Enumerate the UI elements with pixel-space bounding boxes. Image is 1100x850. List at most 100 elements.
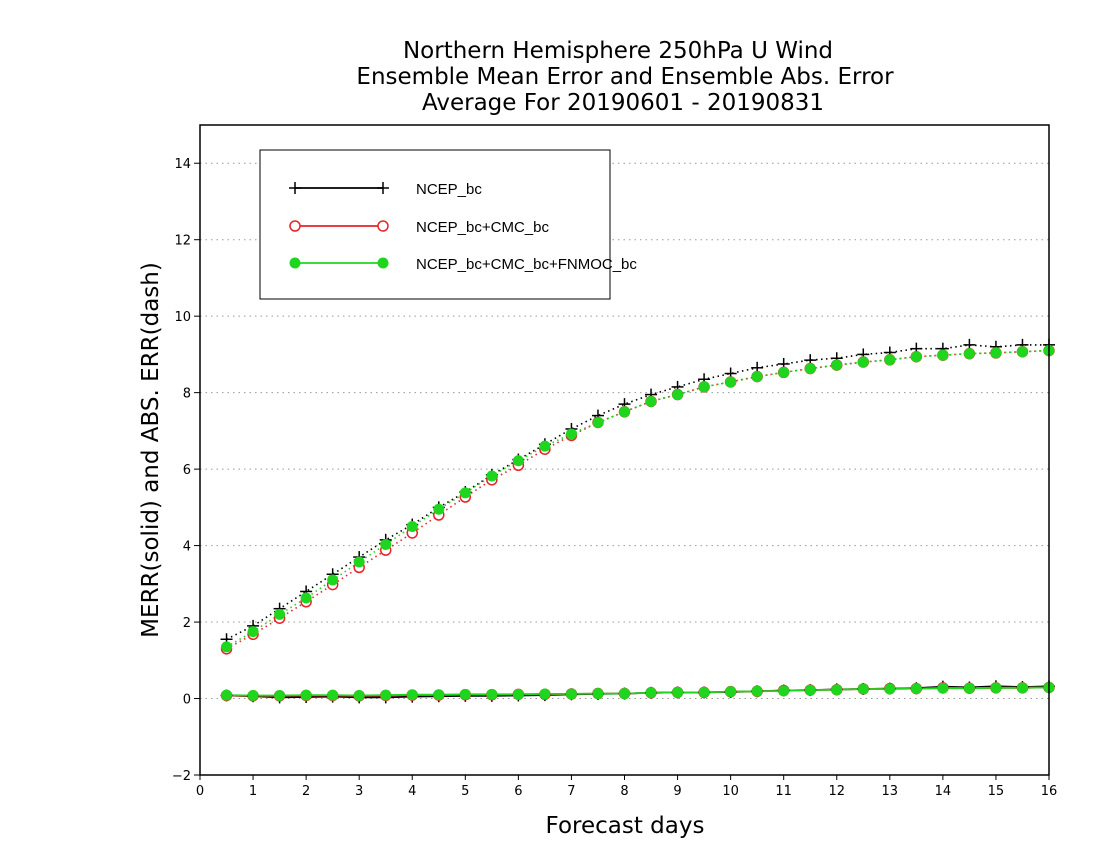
chart-title-line-2: Ensemble Mean Error and Ensemble Abs. Er… [356,64,894,90]
data-point-filled-circle [619,688,630,700]
y-tick-label: 10 [174,310,191,325]
data-point-filled-circle [963,682,975,694]
data-point-filled-circle [380,538,392,550]
data-point-filled-circle [751,685,763,697]
x-tick-label: 1 [249,784,257,799]
data-point-filled-circle [645,687,657,699]
data-point-filled-circle [433,503,445,515]
series-markers-0 [220,338,1055,704]
data-point-filled-circle [433,689,445,701]
data-point-filled-circle [274,689,286,701]
data-point-filled-circle [380,689,392,701]
data-point-filled-circle [1016,682,1028,694]
data-point-filled-circle [937,682,949,694]
x-tick-label: 12 [828,784,845,799]
data-point-plus [289,182,301,194]
abs-error-line-2 [226,349,1050,648]
x-tick-label: 15 [988,784,1005,799]
data-point-filled-circle [300,592,312,604]
data-point-filled-circle [565,428,577,440]
data-point-filled-circle [592,416,604,428]
data-point-filled-circle [247,626,259,638]
x-tick-label: 6 [514,784,522,799]
data-point-filled-circle [990,682,1002,694]
data-point-filled-circle [539,688,551,700]
data-point-filled-circle [857,683,869,695]
series-markers-1 [220,344,1055,702]
y-tick-label: 0 [183,693,191,708]
data-point-filled-circle [1016,346,1028,358]
data-point-filled-circle [486,470,498,482]
y-axis-label: MERR(solid) and ABS. ERR(dash) [138,262,164,638]
y-tick-label: 2 [183,616,191,631]
data-point-filled-circle [910,683,922,695]
data-point-filled-circle [857,356,869,368]
series-layer [220,338,1055,704]
data-point-open-circle [289,220,301,232]
data-point-filled-circle [804,363,816,375]
data-point-filled-circle [725,376,737,388]
x-tick-label: 5 [461,784,469,799]
data-point-filled-circle [539,440,551,452]
data-point-filled-circle [963,348,975,360]
series-markers-2 [221,345,1055,701]
x-tick-label: 4 [408,784,416,799]
x-tick-label: 13 [882,784,899,799]
legend-entry-1: NCEP_bc+CMC_bc [289,219,549,236]
data-point-filled-circle [804,684,816,696]
data-point-filled-circle [486,688,498,700]
y-tick-label: 8 [183,387,191,402]
data-point-filled-circle [327,689,339,701]
data-point-filled-circle [512,455,524,467]
x-tick-label: 10 [722,784,739,799]
plot-frame [199,124,1050,776]
x-tick-label: 8 [620,784,628,799]
data-point-filled-circle [353,689,365,701]
x-tick-label: 9 [673,784,681,799]
data-point-filled-circle [592,688,604,700]
data-point-filled-circle [247,689,259,701]
data-point-filled-circle [910,351,922,363]
abs-error-line-1 [226,349,1050,650]
data-point-filled-circle [884,354,896,366]
data-point-filled-circle [725,686,737,698]
x-tick-label: 14 [935,784,952,799]
x-tick-label: 16 [1041,784,1058,799]
data-point-filled-circle [221,641,233,653]
x-tick-label: 3 [355,784,363,799]
y-tick-label: 14 [174,157,191,172]
data-point-filled-circle [778,366,790,378]
data-point-filled-circle [512,688,524,700]
data-point-filled-circle [672,686,684,698]
legend-entry-0: NCEP_bc [289,181,482,198]
x-axis-label: Forecast days [546,813,705,839]
data-point-filled-circle [884,683,896,695]
data-point-filled-circle [831,359,843,371]
y-tick-label: 4 [183,540,191,555]
legend: NCEP_bc NCEP_bc+CMC_bc NCEP_bc+CMC_bc+FNMO… [259,149,637,300]
data-point-filled-circle [353,556,365,568]
data-point-filled-circle [645,395,657,407]
data-point-filled-circle [565,688,577,700]
mean-error-line-2 [226,686,1050,697]
data-point-filled-circle [274,608,286,620]
data-point-filled-circle [459,688,471,700]
data-point-filled-circle [377,257,389,269]
legend-label: NCEP_bc+CMC_bc+FNMOC_bc [416,256,637,273]
y-tick-label: −2 [172,769,191,784]
x-tick-label: 7 [567,784,575,799]
data-point-filled-circle [672,389,684,401]
data-point-filled-circle [698,686,710,698]
legend-label: NCEP_bc [416,181,482,198]
data-point-open-circle [377,220,389,232]
abs-error-line-0 [226,344,1049,641]
y-tick-label: 12 [174,234,191,249]
chart-title-line-3: Average For 20190601 - 20190831 [422,90,824,116]
data-point-plus [377,182,389,194]
data-point-filled-circle [778,685,790,697]
data-point-filled-circle [619,406,630,418]
y-tick-label: 6 [183,463,191,478]
x-tick-label: 2 [302,784,310,799]
x-tick-label: 11 [775,784,792,799]
